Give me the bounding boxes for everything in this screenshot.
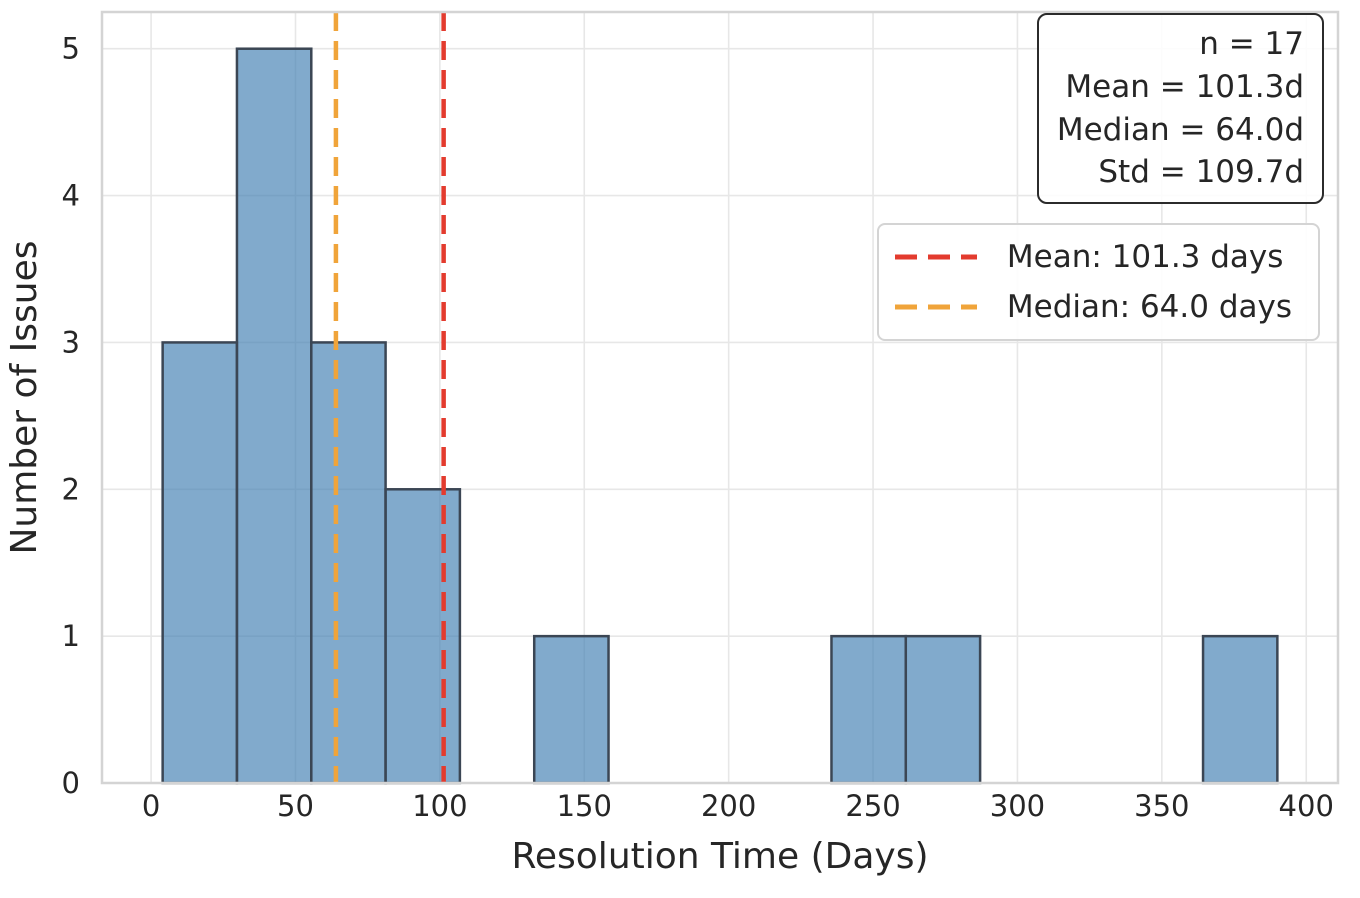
stats-median: Median = 64.0d: [1056, 111, 1304, 148]
y-tick-label: 5: [62, 32, 80, 66]
stats-n: n = 17: [1199, 26, 1304, 62]
y-tick-label: 2: [62, 472, 80, 506]
x-tick-label: 250: [845, 789, 900, 823]
legend-label-median: Median: 64.0 days: [1006, 289, 1292, 325]
legend-label-mean: Mean: 101.3 days: [1006, 239, 1284, 275]
stats-std: Std = 109.7d: [1098, 154, 1304, 191]
axis-tick-labels: 0 50 100 150 200 250 300 350 400 0 1 2 3 4 5: [62, 32, 1334, 823]
mean-dashed-line-icon: [894, 254, 977, 260]
histogram-bar: [384, 488, 462, 785]
x-tick-label: 150: [557, 789, 612, 823]
x-tick-label: 300: [990, 789, 1045, 823]
histogram-bar: [532, 634, 610, 785]
histogram-bar: [310, 341, 387, 785]
x-tick-label: 400: [1279, 789, 1334, 823]
y-tick-label: 3: [62, 325, 80, 359]
plot-frame: [100, 10, 1340, 785]
x-tick-label: 50: [277, 789, 314, 823]
median-dashed-line-icon: [894, 304, 977, 310]
histogram-bar: [1201, 634, 1279, 785]
x-tick-label: 200: [701, 789, 756, 823]
reference-lines: [333, 12, 446, 783]
axis-titles: Resolution Time (Days) Number of Issues: [4, 240, 929, 877]
histogram-bar: [161, 341, 239, 785]
histogram-bar: [830, 634, 908, 785]
x-axis-title: Resolution Time (Days): [511, 836, 928, 877]
histogram-bars: [161, 47, 1279, 785]
stats-mean: Mean = 101.3d: [1065, 68, 1304, 105]
y-axis-title: Number of Issues: [4, 240, 45, 554]
y-tick-label: 1: [62, 619, 80, 653]
y-tick-label: 4: [62, 179, 80, 213]
legend-entry-mean: Mean: 101.3 days: [894, 239, 1292, 275]
stats-box: n = 17 Mean = 101.3d Median = 64.0d Std …: [1036, 13, 1324, 205]
x-tick-label: 0: [142, 789, 160, 823]
x-tick-label: 100: [412, 789, 467, 823]
histogram-bar: [235, 47, 313, 785]
axes-frame: [100, 10, 1340, 785]
histogram-bar: [904, 634, 982, 785]
x-tick-label: 350: [1134, 789, 1189, 823]
y-tick-label: 0: [62, 766, 80, 800]
legend-entry-median: Median: 64.0 days: [894, 289, 1292, 325]
legend: Mean: 101.3 days Median: 64.0 days: [876, 223, 1320, 341]
